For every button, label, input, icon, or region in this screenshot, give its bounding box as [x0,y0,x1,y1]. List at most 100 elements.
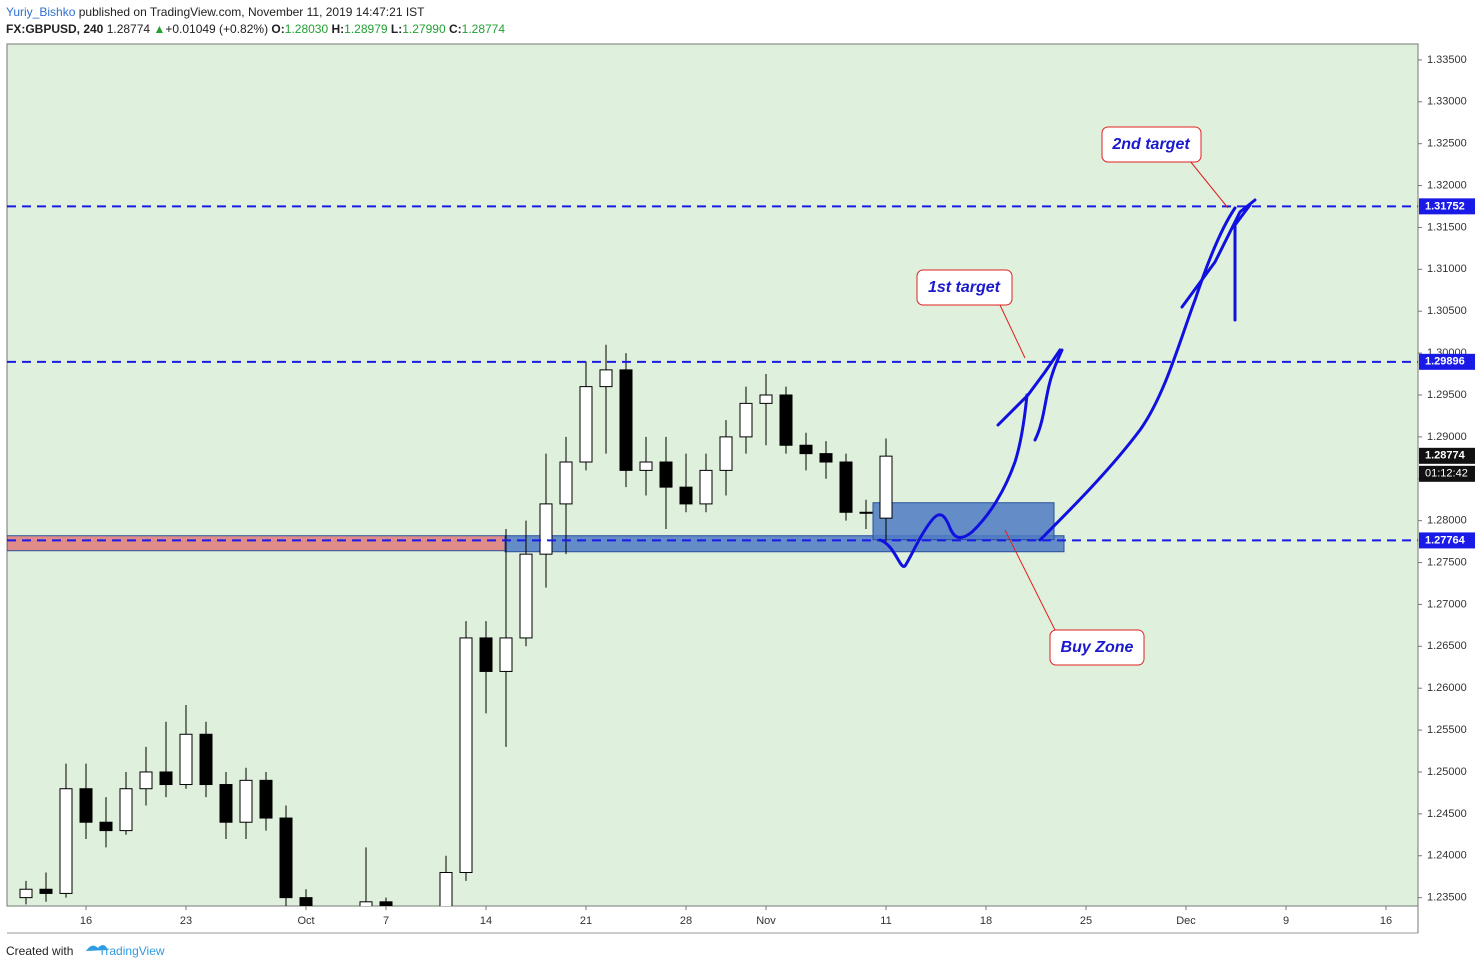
candle-body [579,386,593,463]
arrow-2b [1233,203,1252,322]
countdown-tag [1419,465,1475,482]
candle-body [239,779,253,823]
last: 1.28774 [107,22,151,36]
x-tick-label: 18 [980,915,992,927]
pointer [999,304,1026,359]
x-tick-label: 14 [480,915,492,927]
h: 1.28979 [344,22,388,36]
path-1 [878,393,1029,568]
o-label: O: [271,22,284,36]
candle-body [79,788,93,823]
candle-body [119,788,133,832]
candle-body [739,402,753,438]
candle-body [859,511,873,514]
candle-body [179,733,193,786]
annotation: 2nd target [1111,136,1190,153]
candle-body [320,940,332,941]
candle-body [519,553,533,639]
c: 1.28774 [462,22,506,36]
pointer [1189,160,1229,209]
pointer [1004,529,1056,631]
candle-body [59,788,73,894]
candle-body [539,503,553,555]
candle-body [459,637,473,873]
l-label: L: [391,22,402,36]
candle-body [719,436,733,471]
path-2 [1038,206,1237,542]
published: published on TradingView.com, November 1… [79,5,425,19]
c-label: C: [449,22,462,36]
x-tick-label: 28 [680,915,692,927]
arrow: ▲ [153,22,165,36]
candle-body [99,821,113,832]
y-tick-label: 1.27500 [1427,556,1467,568]
candle-body [400,940,412,970]
candle-body [679,486,693,505]
x-tick-label: 16 [80,915,92,927]
l: 1.27990 [402,22,446,36]
author[interactable]: Yuriy_Bishko [6,5,76,19]
x-tick-label: 25 [1080,915,1092,927]
y-tick-label: 1.29500 [1427,389,1467,401]
drawing [878,198,1257,568]
candle-body [199,733,213,786]
candle-body [279,817,293,899]
candle-body [299,897,313,906]
last-price-tag [1419,447,1475,464]
y-tick-label: 1.26500 [1427,640,1467,652]
callout-box [1101,126,1202,163]
y-tick-label: 1.25000 [1427,766,1467,778]
y-tick-label: 1.32000 [1427,179,1467,191]
x-tick-label: 7 [383,915,389,927]
candle-body [759,394,773,404]
level-label: 1.27764 [1425,534,1466,546]
callout-box [1049,629,1145,666]
y-tick-label: 1.24500 [1427,808,1467,820]
x-tick-label: 11 [880,915,891,927]
candle-body [139,771,153,790]
candle-body [819,453,833,463]
created: Created with [6,944,73,958]
candle-body [359,901,373,906]
zone [7,535,506,552]
y-tick-label: 1.29000 [1427,431,1467,443]
candle-body [839,461,853,513]
candle-body [659,461,673,488]
annotation: 1st target [928,279,1001,296]
y-tick-label: 1.23500 [1427,892,1467,904]
y-tick-label: 1.31000 [1427,263,1467,275]
candle-body [499,637,513,672]
o: 1.28030 [285,22,329,36]
y-tick-label: 1.27000 [1427,598,1467,610]
candle-body [379,901,393,906]
callouts: 2nd target 1st target Buy Zone [916,126,1229,666]
countdown: 01:12:42 [1425,468,1468,480]
arrow-1b [1033,348,1064,442]
x-tick-label: Nov [756,915,776,927]
brand[interactable]: TradingView [99,944,165,958]
callout-box [916,269,1013,306]
x-tick-label: Dec [1176,915,1196,927]
arrow-1 [996,348,1062,427]
zone [872,502,1055,541]
candle-body [599,369,613,388]
level-tag [1419,353,1475,370]
candle-body [420,965,432,970]
candle-body [879,455,893,519]
level-tag [1419,198,1475,215]
level-label: 1.31752 [1425,200,1465,212]
y-tick-label: 1.32500 [1427,138,1467,150]
x-tick-label: 16 [1380,915,1392,927]
x-tick-label: 21 [580,915,592,927]
y-tick-label: 1.24000 [1427,850,1467,862]
candle-body [39,888,53,894]
candle-body [479,637,493,672]
header-line1: Yuriy_Bishko published on TradingView.co… [6,5,425,19]
annotation: Buy Zone [1061,639,1134,656]
y-tick-label: 1.33500 [1427,54,1467,66]
change: +0.01049 (+0.82%) [165,22,268,36]
y-tick-label: 1.25500 [1427,724,1467,736]
logo [86,944,108,951]
x-tick-label: 9 [1283,915,1289,927]
